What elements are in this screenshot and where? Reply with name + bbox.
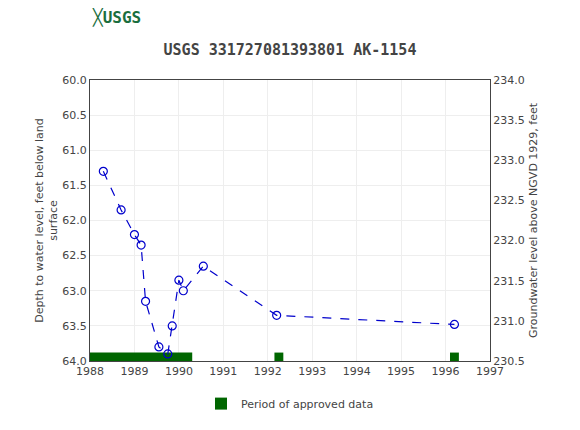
svg-text:60.0: 60.0 — [62, 74, 87, 87]
svg-text:1996: 1996 — [432, 365, 460, 378]
svg-text:1993: 1993 — [298, 365, 326, 378]
svg-text:231.5: 231.5 — [493, 275, 525, 288]
svg-text:63.5: 63.5 — [62, 320, 87, 333]
svg-text:62.0: 62.0 — [62, 214, 87, 227]
svg-text:1990: 1990 — [165, 365, 193, 378]
svg-text:1988: 1988 — [76, 365, 104, 378]
svg-text:╳USGS: ╳USGS — [92, 8, 141, 27]
svg-text:60.5: 60.5 — [62, 109, 87, 122]
svg-text:230.5: 230.5 — [493, 355, 525, 368]
svg-text:232.0: 232.0 — [493, 234, 525, 247]
svg-text:64.0: 64.0 — [62, 355, 87, 368]
svg-text:61.0: 61.0 — [62, 144, 87, 157]
svg-text:USGS 331727081393801 AK-1154: USGS 331727081393801 AK-1154 — [164, 41, 417, 59]
svg-text:232.5: 232.5 — [493, 194, 525, 207]
svg-text:Groundwater level above NGVD 1: Groundwater level above NGVD 1929, feet — [527, 102, 540, 338]
svg-text:231.0: 231.0 — [493, 315, 525, 328]
svg-text:1997: 1997 — [476, 365, 504, 378]
svg-text:1992: 1992 — [254, 365, 282, 378]
svg-text:Period of approved data: Period of approved data — [241, 398, 373, 411]
svg-text:63.0: 63.0 — [62, 285, 87, 298]
svg-text:234.0: 234.0 — [493, 74, 525, 87]
svg-text:62.5: 62.5 — [62, 249, 87, 262]
svg-text:1995: 1995 — [387, 365, 415, 378]
svg-text:233.0: 233.0 — [493, 154, 525, 167]
svg-text:1991: 1991 — [209, 365, 237, 378]
svg-text:1989: 1989 — [120, 365, 148, 378]
svg-text:61.5: 61.5 — [62, 179, 87, 192]
svg-text:233.5: 233.5 — [493, 114, 525, 127]
svg-text:1994: 1994 — [343, 365, 371, 378]
svg-text:Depth to water level, feet bel: Depth to water level, feet below landsur… — [33, 118, 60, 323]
